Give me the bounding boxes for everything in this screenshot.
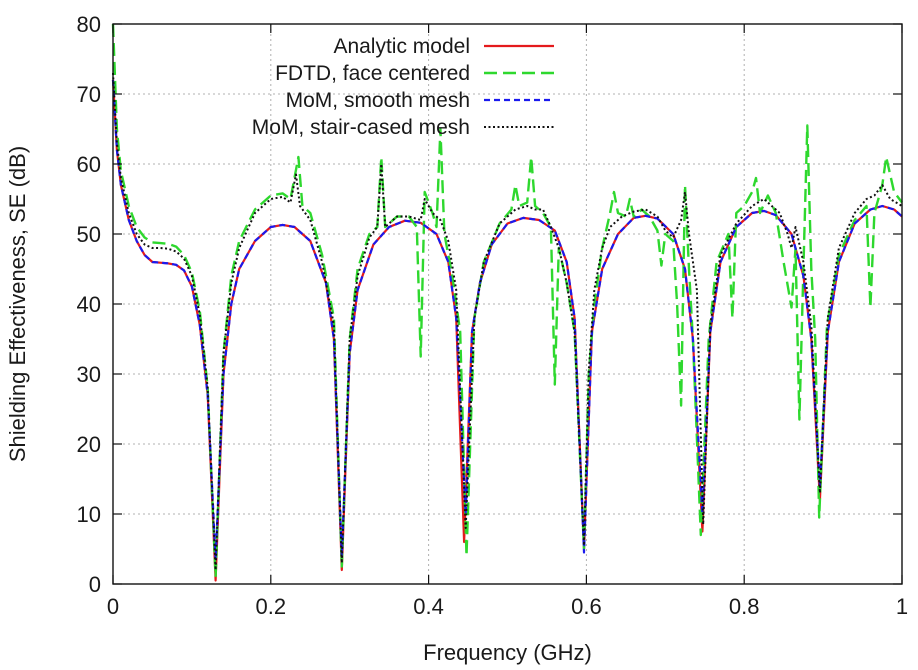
legend-entry-label: MoM, stair-cased mesh bbox=[252, 116, 470, 139]
legend-entry-label: FDTD, face centered bbox=[275, 62, 470, 85]
y-tick-label: 50 bbox=[77, 222, 101, 247]
y-tick-label: 30 bbox=[77, 362, 101, 387]
y-tick-label: 40 bbox=[77, 292, 101, 317]
series-line-3 bbox=[111, 79, 903, 561]
y-tick-label: 80 bbox=[77, 12, 101, 37]
x-tick-label: 0.4 bbox=[413, 594, 444, 619]
series-line-4 bbox=[112, 72, 903, 571]
x-tick-label: 0.8 bbox=[729, 594, 760, 619]
y-tick-label: 20 bbox=[77, 432, 101, 457]
series-line-2 bbox=[111, 23, 903, 579]
x-tick-label: 0.2 bbox=[256, 594, 287, 619]
legend-entry-label: MoM, smooth mesh bbox=[286, 89, 470, 112]
y-tick-label: 10 bbox=[77, 502, 101, 527]
x-tick-label: 0.6 bbox=[571, 594, 602, 619]
y-tick-label: 70 bbox=[77, 82, 101, 107]
y-axis-label: Shielding Effectiveness, SE (dB) bbox=[5, 146, 30, 462]
legend-entry-label: Analytic model bbox=[333, 35, 470, 58]
x-tick-label: 1 bbox=[896, 594, 908, 619]
legend: Analytic model FDTD, face centered MoM, sm… bbox=[252, 35, 554, 139]
y-tick-label: 0 bbox=[89, 572, 101, 597]
y-tick-label: 60 bbox=[77, 152, 101, 177]
x-tick-label: 0 bbox=[107, 594, 119, 619]
series-line-1 bbox=[111, 79, 903, 582]
series-layer bbox=[111, 23, 903, 582]
x-axis-label: Frequency (GHz) bbox=[423, 640, 592, 665]
